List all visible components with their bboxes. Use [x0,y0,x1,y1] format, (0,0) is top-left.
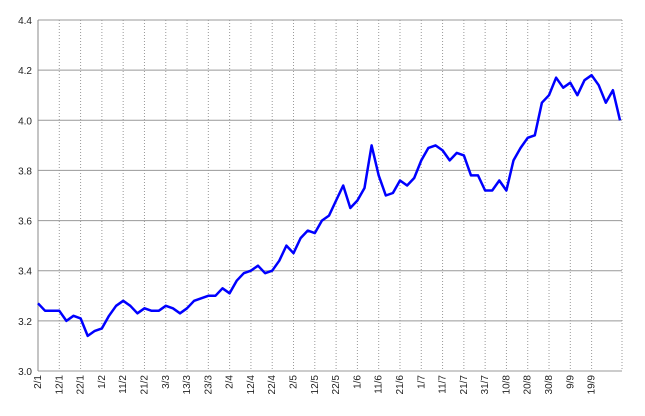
x-tick-label: 2/1 [33,375,44,389]
y-tick-label: 3.4 [18,267,32,278]
x-tick-label: 10/8 [501,375,512,395]
x-tick-label: 3/3 [161,375,172,389]
y-tick-label: 3.6 [18,217,32,228]
x-tick-label: 23/3 [203,375,214,395]
y-tick-label: 3.8 [18,166,32,177]
x-tick-label: 22/4 [267,375,278,395]
x-tick-label: 1/2 [97,375,108,389]
x-tick-label: 12/4 [246,375,257,395]
y-tick-label: 3.0 [18,367,32,378]
x-tick-label: 19/9 [587,375,598,395]
x-tick-label: 11/6 [374,375,385,394]
x-tick-label: 20/8 [523,375,534,395]
x-tick-label: 30/8 [544,375,555,395]
x-tick-label: 11/2 [118,375,129,394]
x-tick-label: 13/3 [182,375,193,395]
x-tick-label: 21/6 [395,375,406,395]
x-tick-label: 2/5 [289,375,300,389]
x-tick-label: 12/1 [54,375,65,395]
x-tick-label: 12/5 [310,375,321,395]
y-tick-label: 3.2 [18,317,32,328]
y-tick-label: 4.0 [18,116,32,127]
x-tick-label: 11/7 [438,375,449,394]
x-tick-label: 1/6 [352,375,363,389]
y-tick-label: 4.2 [18,66,32,77]
x-tick-label: 31/7 [480,375,491,395]
x-tick-label: 22/5 [331,375,342,395]
x-tick-label: 22/1 [76,375,87,395]
data-line [37,73,622,338]
x-tick-label: 1/7 [416,375,427,389]
x-tick-label: 9/9 [565,375,576,389]
y-tick-label: 4.4 [18,16,32,27]
x-tick-label: 2/4 [225,375,236,389]
x-tick-label: 21/7 [459,375,470,395]
x-tick-label: 21/2 [139,375,150,395]
